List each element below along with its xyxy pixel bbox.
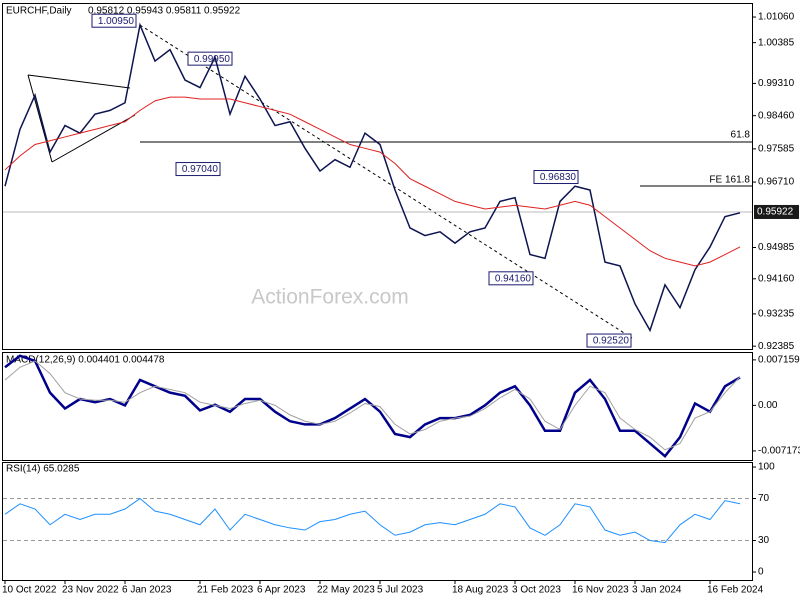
price-annotation: 0.92520	[593, 336, 630, 347]
price-annotation-box	[533, 170, 579, 185]
y-tick-label: 70	[758, 493, 770, 504]
price-pane	[2, 3, 753, 350]
x-tick-label: 6 Jan 2023	[122, 585, 172, 596]
x-tick-label: 21 Feb 2023	[197, 585, 254, 596]
price-annotation-box	[187, 51, 233, 66]
y-tick-label: 0.92385	[758, 341, 795, 352]
series-line	[4, 497, 741, 544]
x-tick-label: 23 Nov 2022	[62, 585, 119, 596]
last-price-label: 0.95922	[757, 207, 794, 218]
ohlc-text: 0.95812 0.95943 0.95811 0.95922	[88, 6, 241, 17]
rsi-pane	[2, 462, 753, 581]
macd-title: MACD(12,26,9) 0.004401 0.004478	[6, 355, 165, 366]
dashed-trend-line	[139, 24, 633, 339]
y-tick-label: 0.93235	[758, 309, 795, 320]
y-tick-label: -0.007173	[758, 446, 800, 457]
x-tick-label: 3 Jan 2024	[632, 585, 682, 596]
x-tick-label: 5 Jul 2023	[377, 585, 424, 596]
x-tick-label: 10 Oct 2022	[2, 585, 57, 596]
x-tick-label: 16 Feb 2024	[707, 585, 764, 596]
y-tick-label: 0	[758, 567, 764, 578]
y-tick-label: 0.96710	[758, 177, 795, 188]
x-tick-label: 6 Apr 2023	[257, 585, 306, 596]
y-tick-label: 0.99310	[758, 78, 795, 89]
y-tick-label: 1.00385	[758, 37, 795, 48]
chart-title: EURCHF,Daily	[6, 6, 72, 17]
trend-line	[27, 74, 131, 89]
x-tick-label: 22 May 2023	[317, 585, 375, 596]
watermark: ActionForex.com	[251, 286, 409, 309]
series-line	[4, 22, 741, 333]
price-annotation-box	[488, 271, 534, 286]
y-tick-label: 1.01060	[758, 12, 795, 23]
price-annotation: 1.00950	[98, 16, 135, 27]
x-tick-label: 18 Aug 2023	[452, 585, 509, 596]
x-tick-label: 3 Oct 2023	[512, 585, 561, 596]
price-annotation: 0.96830	[540, 172, 577, 183]
price-annotation-box	[91, 13, 137, 28]
price-annotation-box	[175, 162, 221, 177]
series-line	[4, 96, 741, 267]
macd-pane	[2, 352, 753, 461]
last-price-box	[754, 204, 799, 219]
price-annotation: 0.94160	[495, 273, 532, 284]
y-tick-label: 0.94985	[758, 242, 795, 253]
x-tick-label: 16 Nov 2023	[572, 585, 629, 596]
price-annotation: 0.97040	[182, 164, 219, 175]
y-tick-label: 0.98460	[758, 110, 795, 121]
price-annotation: 0.99950	[194, 54, 231, 65]
level-label: 61.8	[731, 130, 751, 141]
price-annotation-box	[586, 333, 632, 348]
rsi-title: RSI(14) 65.0285	[6, 464, 80, 475]
level-label: FE 161.8	[709, 175, 750, 186]
y-tick-label: 0.94160	[758, 273, 795, 284]
y-tick-label: 0.00	[758, 400, 778, 411]
series-line	[4, 360, 741, 451]
y-tick-label: 30	[758, 535, 770, 546]
y-tick-label: 0.007159	[758, 355, 800, 366]
trend-line	[27, 74, 53, 163]
y-tick-label: 100	[758, 462, 775, 473]
y-tick-label: 0.97585	[758, 144, 795, 155]
